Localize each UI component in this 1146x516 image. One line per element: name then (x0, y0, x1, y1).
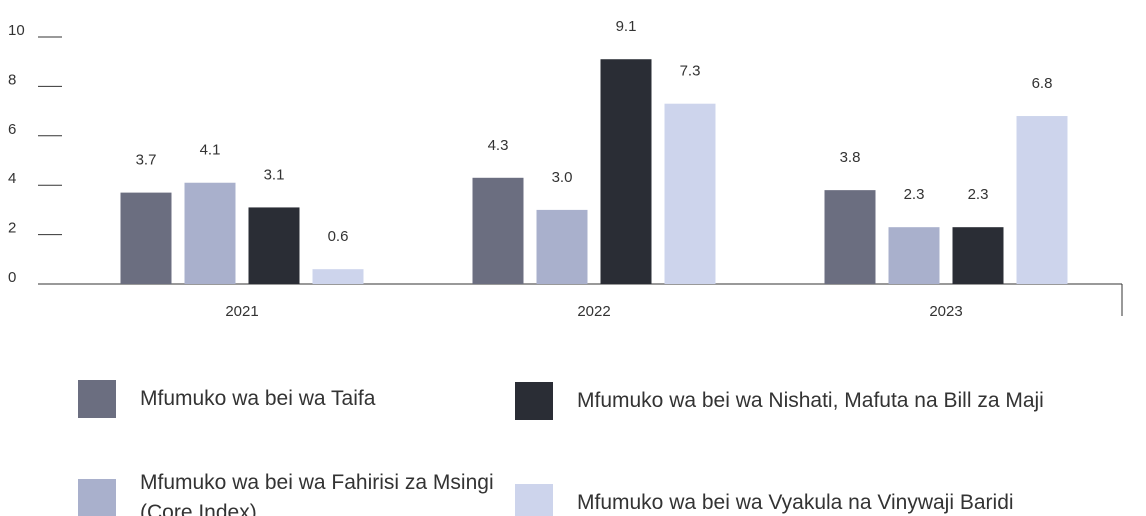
y-tick-label: 6 (8, 121, 16, 138)
y-tick-label: 10 (8, 22, 25, 39)
value-label: 4.1 (200, 142, 221, 159)
bar (664, 103, 716, 284)
legend-item: Mfumuko wa bei wa Fahirisi za Msingi (Co… (78, 468, 500, 516)
value-label: 3.0 (552, 169, 573, 186)
bar (824, 190, 876, 284)
x-tick-label: 2023 (929, 303, 962, 320)
value-label: 3.8 (840, 149, 861, 166)
x-tick-label: 2022 (577, 303, 610, 320)
bar (888, 227, 940, 284)
legend-swatch (78, 479, 116, 516)
value-label: 2.3 (904, 186, 925, 203)
legend-label: Mfumuko wa bei wa Fahirisi za Msingi (Co… (140, 471, 494, 516)
bar (952, 227, 1004, 284)
legend-item: Mfumuko wa bei wa Nishati, Mafuta na Bil… (515, 382, 1044, 420)
legend-swatch (78, 380, 116, 418)
value-label: 6.8 (1032, 75, 1053, 92)
value-label: 4.3 (488, 137, 509, 154)
legend-swatch (515, 382, 553, 420)
bar (248, 207, 300, 284)
y-tick-label: 0 (8, 269, 16, 286)
bar (600, 59, 652, 285)
x-tick-label: 2021 (225, 303, 258, 320)
value-label: 3.1 (264, 166, 285, 183)
legend-swatch (515, 484, 553, 516)
value-label: 3.7 (136, 152, 157, 169)
legend-label: Mfumuko wa bei wa Taifa (140, 387, 376, 410)
legend-label: Mfumuko wa bei wa Nishati, Mafuta na Bil… (577, 389, 1044, 412)
y-tick-label: 2 (8, 220, 16, 237)
bar (312, 269, 364, 284)
legend-item: Mfumuko wa bei wa Vyakula na Vinywaji Ba… (515, 484, 1014, 516)
bar (472, 177, 524, 284)
bar (184, 182, 236, 284)
chart: 0 2 4 6 8 10 2021 3.7 4.1 3.1 0.6 2022 4.3 3.0 9.1 7.3 2… (8, 18, 1123, 320)
y-tick-label: 8 (8, 71, 16, 88)
legend-label: Mfumuko wa bei wa Vyakula na Vinywaji Ba… (577, 491, 1014, 514)
value-label: 2.3 (968, 186, 989, 203)
bar (536, 209, 588, 284)
bar (1016, 116, 1068, 284)
bar (120, 192, 172, 284)
value-label: 7.3 (680, 63, 701, 80)
y-tick-label: 4 (8, 170, 16, 187)
value-label: 9.1 (616, 18, 637, 35)
legend-item: Mfumuko wa bei wa Taifa (78, 380, 375, 418)
value-label: 0.6 (328, 228, 349, 245)
